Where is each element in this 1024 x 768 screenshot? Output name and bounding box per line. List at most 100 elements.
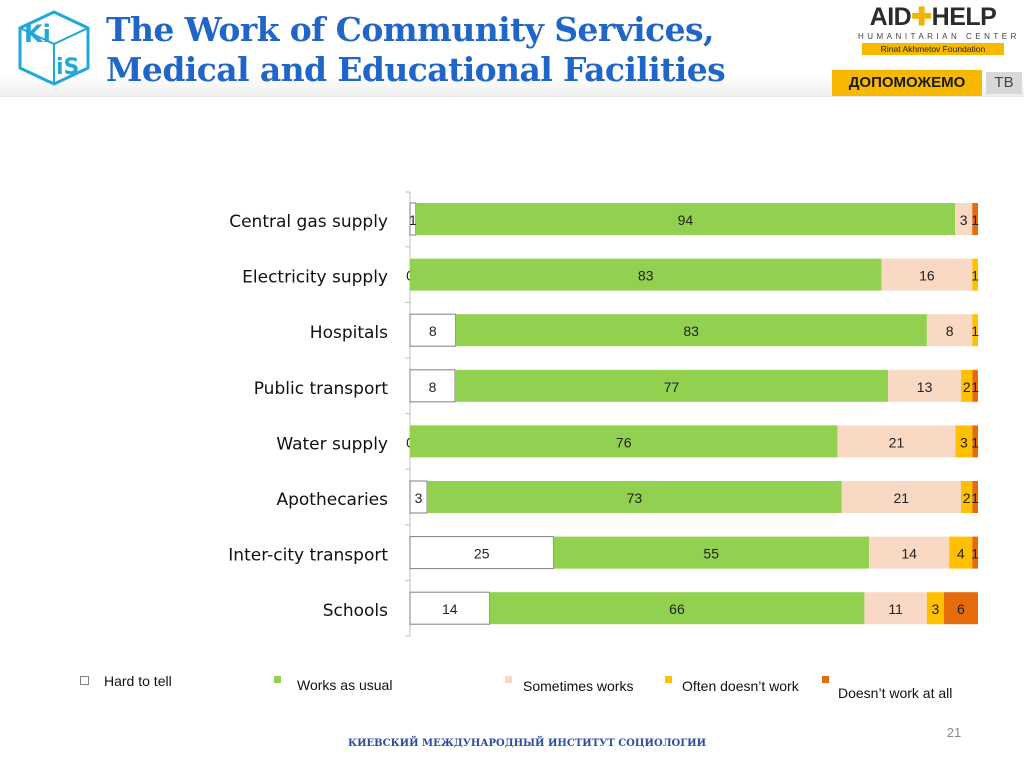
data-label: 2 — [963, 379, 971, 395]
data-label: 3 — [415, 490, 423, 506]
category-label: Electricity supply — [242, 268, 388, 288]
bar-segment — [972, 536, 978, 569]
category-label: Hospitals — [310, 323, 388, 343]
bar-segment — [415, 203, 956, 235]
data-label: 21 — [889, 434, 905, 450]
bar-segment — [409, 536, 554, 570]
category-label: Central gas supply — [229, 212, 388, 232]
bar-segment — [955, 425, 973, 458]
category-label: Water supply — [276, 434, 388, 454]
kiis-logo-text-top: Ki — [24, 20, 51, 48]
data-label: 1 — [971, 546, 979, 562]
bar-segment — [972, 369, 978, 402]
bar-segment — [410, 258, 882, 291]
bar-segment — [960, 481, 973, 513]
footer-institute-name: КИЕВСКИЙ МЕЖДУНАРОДНЫЙ ИНСТИТУТ СОЦИОЛОГ… — [348, 738, 707, 749]
bar-segment — [409, 313, 456, 347]
bar-segment — [868, 536, 950, 569]
kiis-logo-text-bottom: iS — [56, 55, 79, 80]
data-label: 8 — [429, 379, 437, 395]
data-label: 13 — [917, 379, 933, 395]
page-title: The Work of Community Services, Medical … — [106, 10, 726, 90]
aid-help-logo: AID✚HELP HUMANITARIAN CENTER Rinat Akhme… — [858, 4, 1020, 56]
bar-segment — [837, 425, 956, 458]
data-label: 94 — [678, 212, 694, 228]
page-title-line1: The Work of Community Services, — [106, 10, 714, 49]
bar-segment — [961, 369, 973, 402]
data-label: 1 — [971, 323, 979, 339]
bar-segment — [972, 481, 978, 513]
badge-label: ДОПОМОЖЕМО — [832, 70, 982, 96]
data-label: 83 — [683, 323, 699, 339]
data-label: 3 — [932, 601, 940, 617]
bar-segment — [926, 592, 944, 625]
bar-segment — [972, 425, 978, 458]
legend-swatch — [822, 676, 829, 683]
aid-help-name: AID✚HELP — [858, 4, 1008, 30]
data-label: 25 — [474, 546, 490, 562]
legend-swatch — [505, 676, 512, 683]
bar-segment — [972, 258, 978, 291]
bar-segment — [489, 592, 865, 625]
category-label: Public transport — [254, 379, 389, 399]
legend-swatch — [274, 676, 281, 683]
data-label: 1 — [971, 212, 979, 228]
data-label: 1 — [971, 268, 979, 284]
data-label: 21 — [894, 490, 910, 506]
data-label: 1 — [971, 379, 979, 395]
legend-label: Hard to tell — [104, 673, 172, 689]
legend-label: Sometimes works — [523, 678, 634, 694]
data-label: 66 — [669, 601, 685, 617]
bar-segment — [972, 203, 978, 235]
bar-segment — [427, 481, 842, 513]
aid-help-foundation: Rinat Akhmetov Foundation — [862, 43, 1004, 55]
aid-help-subtitle: HUMANITARIAN CENTER — [858, 32, 1020, 41]
page-number: 21 — [946, 725, 962, 740]
data-label: 8 — [946, 323, 954, 339]
badge-tag: ТВ — [986, 72, 1022, 94]
data-label: 14 — [442, 601, 458, 617]
data-label: 77 — [664, 379, 680, 395]
bar-segment — [864, 592, 927, 625]
bar-segment — [881, 258, 973, 291]
bar-segment — [949, 536, 973, 569]
category-label: Apothecaries — [276, 490, 388, 510]
data-label: 55 — [703, 546, 719, 562]
data-label: 1 — [971, 434, 979, 450]
data-label: 4 — [957, 546, 965, 562]
data-label: 2 — [963, 490, 971, 506]
legend-label: Often doesn’t work — [682, 678, 799, 694]
data-label: 8 — [429, 323, 437, 339]
bar-segment — [972, 314, 978, 347]
bar-segment — [410, 425, 838, 458]
bar-segment — [553, 536, 869, 569]
data-label: 11 — [888, 601, 903, 617]
data-label: 3 — [960, 434, 968, 450]
bar-segment — [409, 591, 491, 625]
bar-segment — [454, 369, 889, 402]
bar-segment — [888, 369, 962, 402]
legend-label: Doesn’t work at all — [838, 685, 953, 701]
bar-segment — [455, 314, 927, 347]
legend-swatch — [665, 676, 672, 683]
bar-segment — [841, 481, 961, 513]
legend-label: Works as usual — [297, 677, 393, 693]
data-label: 1 — [971, 490, 979, 506]
bar-segment — [943, 592, 978, 625]
bar-segment — [955, 203, 973, 235]
page-title-line2: Medical and Educational Facilities — [106, 50, 726, 89]
kiis-logo: Ki iS — [18, 10, 90, 86]
data-label: 3 — [960, 212, 968, 228]
aid-name-right: HELP — [931, 3, 997, 31]
data-label: 83 — [638, 268, 654, 284]
data-label: 76 — [616, 434, 632, 450]
category-label: Inter-city transport — [228, 546, 388, 566]
data-label: 14 — [901, 546, 917, 562]
data-label: 1 — [409, 212, 417, 228]
data-label: 6 — [957, 601, 965, 617]
legend-swatch — [80, 676, 89, 685]
category-label: Schools — [323, 601, 388, 621]
data-label: 16 — [919, 268, 935, 284]
aid-name-left: AID — [869, 3, 912, 31]
